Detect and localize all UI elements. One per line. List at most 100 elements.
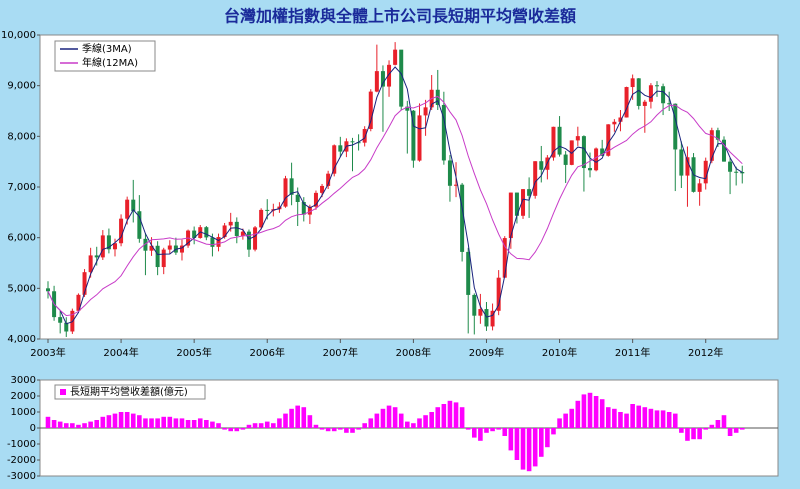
candle-body: [417, 115, 422, 161]
bar: [508, 428, 514, 451]
candle-body: [313, 192, 318, 207]
bar: [222, 428, 227, 430]
bar: [386, 405, 392, 428]
candle-body: [514, 192, 519, 216]
bar: [338, 428, 343, 430]
candle-body: [588, 168, 593, 171]
ma-line: [47, 95, 743, 317]
bar: [149, 418, 154, 428]
bar: [362, 423, 367, 428]
candle-body: [338, 145, 343, 152]
candle-body: [179, 245, 184, 253]
bar: [721, 415, 727, 428]
bar: [161, 416, 167, 428]
bar: [569, 408, 575, 428]
candle-body: [259, 209, 264, 228]
bar: [405, 421, 410, 428]
y-tick-label: 2000: [11, 391, 36, 402]
bar: [557, 418, 562, 428]
bar: [648, 408, 654, 428]
bar: [685, 428, 690, 441]
candle-body: [253, 227, 258, 250]
bar: [465, 428, 471, 430]
candle-body: [106, 235, 111, 250]
y-tick-label: 0: [30, 423, 36, 434]
bar: [88, 421, 93, 428]
bar: [618, 412, 623, 428]
bar: [295, 405, 300, 428]
candle-body: [642, 101, 647, 106]
bar: [307, 415, 313, 428]
candle-body: [454, 184, 459, 186]
candle-body: [527, 189, 532, 196]
bar: [228, 428, 233, 432]
candle-body: [423, 107, 428, 116]
candle-body: [624, 87, 629, 118]
legend-label: 季線(3MA): [82, 42, 132, 55]
bar: [167, 416, 173, 428]
bar: [624, 413, 629, 428]
candle-body: [740, 172, 745, 174]
candle-body: [661, 86, 666, 104]
bar: [325, 428, 331, 432]
bar: [587, 392, 593, 428]
candle-body: [466, 251, 471, 295]
candle-body: [94, 255, 99, 258]
bar: [563, 413, 568, 428]
bar: [532, 428, 538, 467]
bar: [672, 413, 678, 428]
candle-body: [374, 71, 379, 92]
bar: [484, 428, 489, 433]
candle-body: [411, 110, 416, 161]
candle-body: [161, 249, 166, 268]
bar: [654, 410, 660, 428]
bar: [703, 428, 709, 430]
bar: [137, 415, 142, 428]
candle-body: [502, 238, 507, 278]
bar: [70, 423, 75, 428]
candle-body: [496, 277, 501, 311]
candle-body: [721, 139, 726, 162]
bar: [277, 418, 282, 428]
x-tick-label: 2006年: [250, 346, 285, 359]
legend-swatch: [60, 389, 66, 395]
bar: [197, 418, 203, 428]
candle-body: [289, 178, 294, 195]
bar: [478, 428, 483, 441]
candle-body: [447, 160, 452, 186]
candle-body: [149, 245, 154, 251]
bar: [526, 428, 532, 472]
candle-body: [100, 235, 105, 258]
bar: [575, 400, 581, 428]
bar: [350, 428, 355, 433]
bar: [666, 412, 672, 428]
candle-body: [667, 103, 672, 105]
candle-body: [606, 124, 611, 156]
candle-body: [307, 206, 312, 215]
bar: [252, 423, 258, 428]
x-tick-label: 2010年: [542, 346, 577, 359]
candle-body: [155, 245, 160, 268]
bar: [398, 413, 404, 428]
y-tick-label: 1000: [11, 407, 36, 418]
bar: [490, 428, 495, 432]
bar: [82, 423, 87, 428]
candle-body: [64, 322, 69, 332]
candle-body: [685, 157, 690, 176]
legend-box: [54, 40, 156, 72]
bar: [660, 410, 666, 428]
bar: [520, 428, 526, 470]
bar: [283, 413, 288, 428]
bar: [380, 408, 386, 428]
bar: [112, 413, 118, 428]
candle-body: [380, 71, 385, 87]
y-tick-label: 4,000: [7, 334, 36, 345]
candle-body: [679, 149, 684, 176]
x-tick-label: 2005年: [176, 346, 211, 359]
x-tick-label: 2008年: [396, 346, 431, 359]
candle-body: [222, 225, 227, 238]
bar: [496, 428, 501, 430]
candle-body: [295, 194, 300, 202]
candle-body: [368, 91, 373, 129]
